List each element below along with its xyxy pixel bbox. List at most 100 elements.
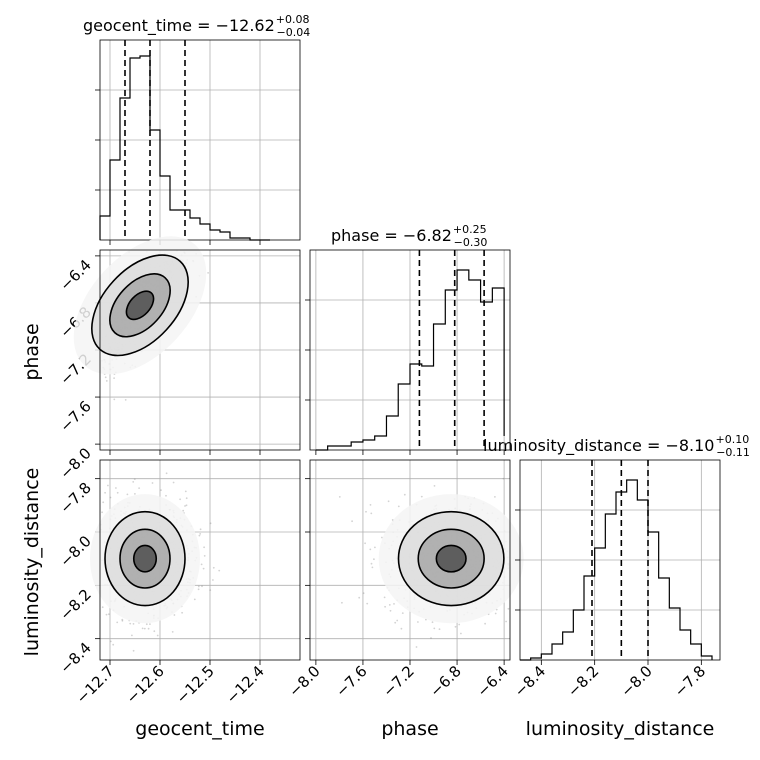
ticklabel-y: −8.2 <box>56 585 94 623</box>
scatter-point <box>182 509 185 512</box>
scatter-point <box>212 579 214 581</box>
scatter-point <box>417 621 419 623</box>
scatter-point <box>102 501 105 504</box>
ticklabel-x: −8.0 <box>617 662 655 700</box>
scatter-point <box>101 511 103 514</box>
scatter-point <box>126 493 129 496</box>
scatter-point <box>351 520 353 523</box>
panel-phase-vs-luminosity_distance: −8.0 −7.6 −7.2 −6.8 −6.4 <box>285 459 524 701</box>
scatter-point <box>430 637 432 639</box>
scatter-point <box>132 481 135 483</box>
ticklabel-y: −8.4 <box>56 639 94 677</box>
scatter-point <box>388 604 391 606</box>
scatter-point <box>207 272 210 274</box>
scatter-point <box>107 484 109 487</box>
scatter-point <box>365 510 367 513</box>
scatter-point <box>105 613 108 616</box>
scatter-point <box>153 630 156 633</box>
scatter-point <box>369 504 372 506</box>
scatter-point <box>484 622 486 625</box>
ticklabel-y: −8.0 <box>56 532 94 570</box>
title-geocent-time: geocent_time = −12.62+0.08 −0.04 <box>83 13 310 39</box>
scatter-point <box>403 493 406 496</box>
scatter-point <box>364 542 366 545</box>
scatter-point <box>116 491 119 494</box>
panel-phase-hist <box>305 249 511 455</box>
scatter-point <box>124 399 127 401</box>
scatter-point <box>201 585 203 588</box>
scatter-point <box>373 558 375 561</box>
contour-line <box>435 544 467 573</box>
scatter-point <box>200 563 203 566</box>
scatter-point <box>381 536 383 539</box>
scatter-point <box>366 602 369 605</box>
scatter-point <box>384 605 386 608</box>
ticklabel-x: −6.8 <box>426 662 464 700</box>
scatter-point <box>454 625 457 628</box>
scatter-point <box>460 632 462 635</box>
scatter-point <box>108 613 110 616</box>
scatter-point <box>184 490 187 493</box>
ticklabel-x: −12.7 <box>73 662 118 707</box>
contour-line <box>397 510 505 607</box>
scatter-point <box>145 623 148 626</box>
ticklabel-x: −12.4 <box>223 662 268 707</box>
scatter-point <box>112 643 115 646</box>
scatter-point <box>104 491 106 494</box>
ticklabel-x: −12.5 <box>173 662 218 707</box>
scatter-point <box>458 623 461 626</box>
xlabel-geocent-time: geocent_time <box>135 718 264 740</box>
ticklabel-x: −12.6 <box>123 662 168 707</box>
scatter-point <box>131 634 133 637</box>
density-level <box>133 545 157 572</box>
scatter-point <box>113 377 115 379</box>
scatter-point <box>397 505 400 508</box>
histogram-phase <box>315 269 505 451</box>
scatter-point <box>116 621 119 624</box>
scatter-point <box>104 376 107 379</box>
scatter-point <box>165 494 167 497</box>
scatter-point <box>203 555 206 557</box>
axes-frame <box>99 249 301 451</box>
ylabel-phase: phase <box>21 323 43 380</box>
scatter-point <box>141 627 144 630</box>
contour-line <box>417 528 485 589</box>
scatter-point <box>420 495 423 498</box>
scatter-point <box>181 611 184 614</box>
scatter-point <box>185 497 188 500</box>
scatter-point <box>129 622 132 625</box>
scatter-point <box>171 631 174 633</box>
scatter-point <box>338 496 341 498</box>
scatter-point <box>197 588 200 591</box>
scatter-point <box>362 592 365 595</box>
scatter-point <box>165 472 168 475</box>
scatter-point <box>371 566 374 569</box>
scatter-point <box>494 612 497 615</box>
scatter-point <box>212 566 215 569</box>
contour-line <box>104 510 186 607</box>
scatter-point <box>202 567 205 570</box>
scatter-point <box>494 496 496 498</box>
scatter-point <box>401 612 404 614</box>
scatter-point <box>113 398 116 401</box>
scatter-point <box>151 482 154 484</box>
scatter-point <box>149 623 151 625</box>
contour-line <box>125 290 155 321</box>
histogram-luminosity_distance <box>520 479 713 661</box>
scatter-point <box>105 380 108 382</box>
contour-line <box>132 544 158 573</box>
histogram-geocent_time <box>99 55 270 241</box>
axes-frame <box>309 249 511 451</box>
scatter-point <box>184 505 186 507</box>
ticklabel-y: −7.6 <box>56 397 94 435</box>
ticklabel-x: −7.2 <box>379 662 417 700</box>
scatter-point <box>160 489 162 491</box>
scatter-point <box>138 487 141 489</box>
scatter-point <box>370 512 373 515</box>
scatter-point <box>134 493 136 495</box>
scatter-point <box>358 596 361 599</box>
scatter-point <box>133 478 136 480</box>
ylabel-luminosity-distance: luminosity_distance <box>21 468 43 657</box>
ticklabel-x: −8.4 <box>511 662 549 700</box>
